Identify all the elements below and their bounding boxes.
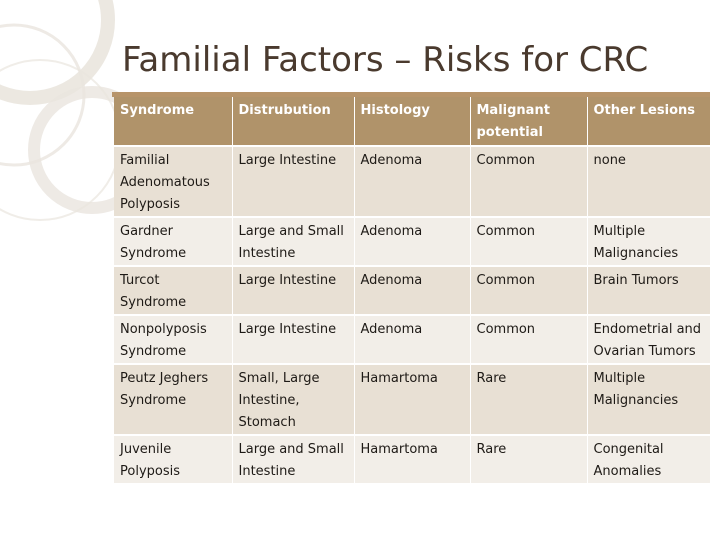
table-cell: Peutz Jeghers Syndrome <box>114 363 232 435</box>
column-header-histology: Histology <box>353 97 470 146</box>
table-row: Familial Adenomatous Polyposis Large Int… <box>114 145 710 217</box>
table-cell: Common <box>469 265 587 315</box>
table-cell: Large Intestine <box>231 145 354 217</box>
table-cell: Large Intestine <box>231 314 354 364</box>
table-cell: Hamartoma <box>353 434 470 483</box>
table-cell: Multiple Malignancies <box>586 216 710 266</box>
table-cell: Large Intestine <box>231 265 354 315</box>
table-cell: Rare <box>469 363 587 435</box>
column-header-malignant-potential: Malignant potential <box>469 97 587 146</box>
table-row: Gardner Syndrome Large and Small Intesti… <box>114 216 710 266</box>
table-cell: Rare <box>469 434 587 483</box>
table-header-row: Syndrome Distrubution Histology Malignan… <box>114 97 710 146</box>
table-cell: Nonpolyposis Syndrome <box>114 314 232 364</box>
table-row: Peutz Jeghers Syndrome Small, Large Inte… <box>114 363 710 435</box>
table-cell: Brain Tumors <box>586 265 710 315</box>
table-cell: Hamartoma <box>353 363 470 435</box>
table-cell: Gardner Syndrome <box>114 216 232 266</box>
table-cell: Endometrial and Ovarian Tumors <box>586 314 710 364</box>
table-cell: none <box>586 145 710 217</box>
column-header-distribution: Distrubution <box>231 97 354 146</box>
table-cell: Common <box>469 314 587 364</box>
table-row: Turcot Syndrome Large Intestine Adenoma … <box>114 265 710 315</box>
table-cell: Juvenile Polyposis <box>114 434 232 483</box>
table-cell: Large and Small Intestine <box>231 434 354 483</box>
table-cell: Common <box>469 216 587 266</box>
table-row: Nonpolyposis Syndrome Large Intestine Ad… <box>114 314 710 364</box>
table-cell: Common <box>469 145 587 217</box>
table-cell: Congenital Anomalies <box>586 434 710 483</box>
risk-table: Syndrome Distrubution Histology Malignan… <box>114 97 710 483</box>
table-cell: Adenoma <box>353 265 470 315</box>
table-cell: Familial Adenomatous Polyposis <box>114 145 232 217</box>
table-cell: Large and Small Intestine <box>231 216 354 266</box>
table-cell: Small, Large Intestine, Stomach <box>231 363 354 435</box>
title-underline <box>112 92 710 97</box>
column-header-other-lesions: Other Lesions <box>586 97 710 146</box>
table-row: Juvenile Polyposis Large and Small Intes… <box>114 434 710 483</box>
column-header-syndrome: Syndrome <box>114 97 232 146</box>
table-cell: Turcot Syndrome <box>114 265 232 315</box>
decor-ring <box>0 0 115 105</box>
table-cell: Adenoma <box>353 145 470 217</box>
table-cell: Adenoma <box>353 216 470 266</box>
slide-title: Familial Factors – Risks for CRC <box>122 40 649 80</box>
table-cell: Adenoma <box>353 314 470 364</box>
table-cell: Multiple Malignancies <box>586 363 710 435</box>
decor-ring <box>0 23 86 167</box>
